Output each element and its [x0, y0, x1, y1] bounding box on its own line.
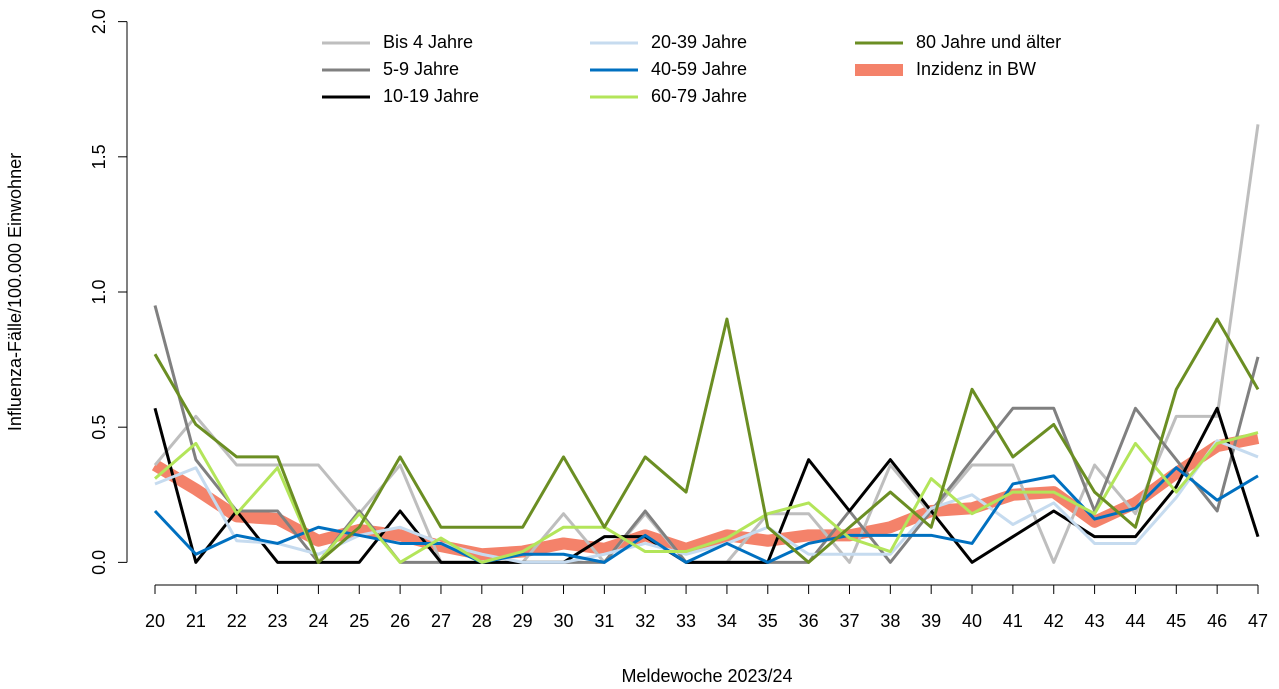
x-tick-label: 33 [676, 611, 696, 631]
legend-label: 20-39 Jahre [651, 32, 747, 52]
legend-label: 60-79 Jahre [651, 86, 747, 106]
x-tick-label: 42 [1044, 611, 1064, 631]
y-tick-label: 2.0 [89, 9, 109, 34]
x-tick-label: 36 [799, 611, 819, 631]
y-tick-label: 0.0 [89, 550, 109, 575]
x-tick-label: 39 [921, 611, 941, 631]
x-tick-label: 20 [145, 611, 165, 631]
x-tick-label: 35 [758, 611, 778, 631]
x-tick-label: 46 [1207, 611, 1227, 631]
x-tick-label: 31 [594, 611, 614, 631]
x-tick-label: 44 [1125, 611, 1145, 631]
x-tick-label: 25 [349, 611, 369, 631]
x-tick-label: 21 [186, 611, 206, 631]
y-tick-label: 1.0 [89, 279, 109, 304]
legend-label: 80 Jahre und älter [916, 32, 1061, 52]
x-tick-label: 27 [431, 611, 451, 631]
x-tick-label: 28 [472, 611, 492, 631]
x-tick-label: 26 [390, 611, 410, 631]
y-axis-label: Influenza-Fälle/100.000 Einwohner [5, 153, 25, 431]
series-line [153, 466, 1259, 564]
y-tick-label: 0.5 [89, 415, 109, 440]
x-tick-label: 32 [635, 611, 655, 631]
x-tick-label: 29 [513, 611, 533, 631]
x-tick-label: 24 [308, 611, 328, 631]
x-tick-label: 45 [1166, 611, 1186, 631]
x-tick-label: 34 [717, 611, 737, 631]
series-line [153, 124, 1260, 564]
x-tick-label: 43 [1085, 611, 1105, 631]
x-tick-label: 22 [227, 611, 247, 631]
x-tick-label: 38 [880, 611, 900, 631]
x-tick-label: 40 [962, 611, 982, 631]
legend-label: 40-59 Jahre [651, 59, 747, 79]
legend-label: Bis 4 Jahre [383, 32, 473, 52]
x-axis-label: Meldewoche 2023/24 [621, 666, 792, 686]
x-tick-label: 30 [554, 611, 574, 631]
x-tick-label: 37 [839, 611, 859, 631]
legend-label: 10-19 Jahre [383, 86, 479, 106]
legend-label: 5-9 Jahre [383, 59, 459, 79]
legend-label: Inzidenz in BW [916, 59, 1036, 79]
x-tick-label: 41 [1003, 611, 1023, 631]
series-line [153, 317, 1260, 564]
series-line [154, 431, 1259, 564]
y-tick-label: 1.5 [89, 144, 109, 169]
x-tick-label: 47 [1248, 611, 1268, 631]
x-tick-label: 23 [268, 611, 288, 631]
